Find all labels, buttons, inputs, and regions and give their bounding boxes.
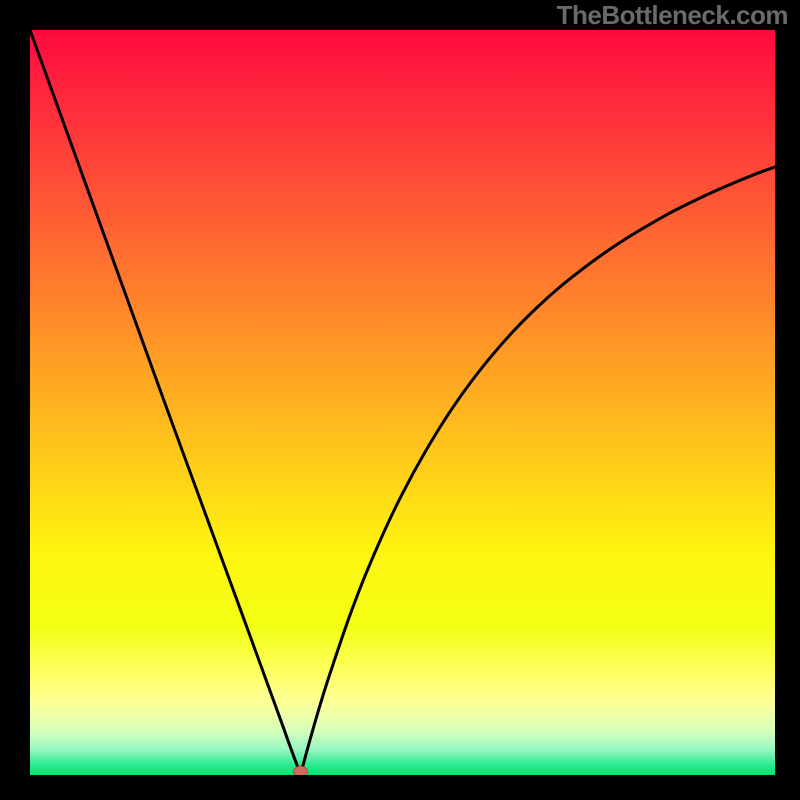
chart-plot-area [30,30,775,775]
bottleneck-curve-chart [30,30,775,775]
watermark-text: TheBottleneck.com [557,0,788,31]
minimum-marker [293,766,307,775]
gradient-background [30,30,775,775]
